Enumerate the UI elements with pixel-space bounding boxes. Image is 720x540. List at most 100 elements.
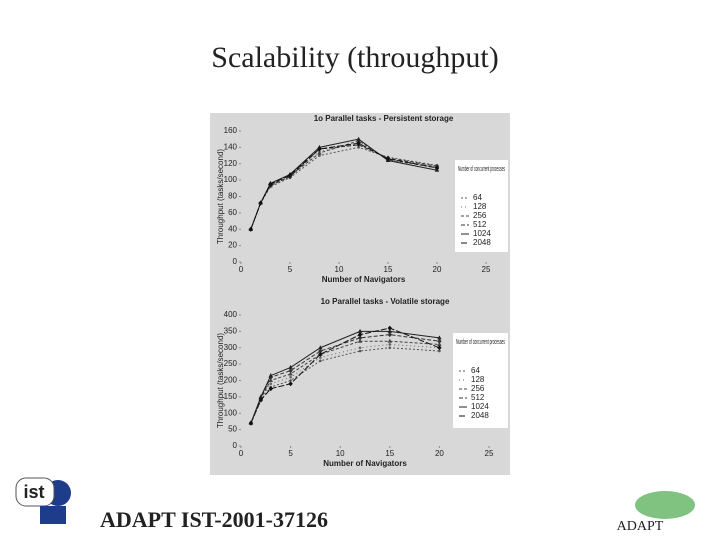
series-line [250,340,440,424]
x-tick-label: 5 [288,449,293,458]
x-tick-label: 20 [433,265,442,274]
y-tick-label: 250 [224,359,238,368]
point [358,346,362,350]
legend-title: Number of concurrent processes [456,337,505,346]
x-tick-label: 10 [335,265,344,274]
legend-label: 1024 [473,229,491,238]
point [268,386,273,392]
point [357,328,363,333]
series-line [250,327,440,424]
y-tick-label: 400 [224,310,238,319]
y-tick-label: 140 [224,142,238,151]
point [258,394,264,399]
x-tick-label: 15 [384,265,393,274]
point [287,172,293,178]
logo-shape [635,491,695,519]
legend-label: 128 [473,202,487,211]
point [318,351,323,357]
y-tick-label: 50 [228,425,237,434]
point [317,146,322,152]
y-tick-label: 40 [228,224,237,233]
y-tick-label: 350 [224,326,238,335]
legend-label: 64 [473,193,482,202]
point [434,165,440,171]
x-tick-label: 15 [385,449,394,458]
x-axis-label: Number of Navigators [322,275,406,284]
point [357,335,363,341]
legend-label: 64 [471,366,480,375]
y-tick-label: 20 [228,241,237,250]
x-tick-label: 25 [485,449,494,458]
logo-right-text: ADAPT [617,519,664,534]
x-axis-label: Number of Navigators [323,459,407,468]
legend-box [453,333,508,428]
x-tick-label: 25 [482,265,491,274]
footer: ADAPT IST-2001-37126 [100,507,328,532]
legend-box [455,160,508,252]
point [437,341,442,346]
point [258,200,263,206]
point [358,349,362,353]
y-axis-label: Throughput (tasks/second) [216,333,225,428]
legend-title: Number of concurrent processes [458,164,505,173]
point [387,332,392,338]
chart-title: 1o Parallel tasks - Persistent storage [314,114,454,123]
x-tick-label: 0 [239,265,244,274]
series-line [250,138,438,230]
point [387,328,392,333]
point [356,136,361,141]
point [319,356,322,359]
point [357,332,363,338]
point [318,345,323,350]
legend-label: 512 [471,393,485,402]
point [288,381,293,387]
x-tick-label: 20 [435,449,444,458]
point [385,156,391,162]
series-line [250,334,440,424]
x-tick-label: 0 [239,449,244,458]
point [437,335,442,340]
logo-caption [40,506,66,524]
point [248,420,254,426]
point [268,181,273,187]
point [288,368,293,374]
point [437,345,442,351]
point [357,338,363,343]
y-tick-label: 120 [224,159,238,168]
point [289,379,292,382]
point [288,371,293,376]
point [318,348,323,354]
point [387,338,392,343]
point [269,382,273,386]
legend-label: 512 [473,220,487,229]
point [388,346,392,350]
series-line [250,142,438,230]
point [248,226,253,232]
legend-label: 256 [473,211,487,220]
slide-title: Scalability (throughput) [211,41,498,74]
y-tick-label: 150 [224,392,238,401]
point [317,150,322,155]
legend-label: 128 [471,375,485,384]
series-line [250,330,440,424]
y-tick-label: 160 [224,126,238,135]
x-tick-label: 10 [336,449,345,458]
point [289,375,292,379]
point [437,338,442,344]
logo-text: ist [23,482,44,502]
y-tick-label: 300 [224,343,238,352]
point [268,373,273,378]
point [318,154,321,157]
point [387,325,392,331]
x-tick-label: 5 [288,265,293,274]
y-tick-label: 0 [233,257,238,266]
legend-label: 1024 [471,402,489,411]
chart-title: 1o Parallel tasks - Volatile storage [321,297,450,306]
point [258,397,264,403]
series-line [250,347,440,424]
y-axis-label: Throughput (tasks/second) [216,149,225,244]
y-tick-label: 200 [224,376,238,385]
logo-frame [15,477,55,507]
point [438,349,441,353]
point [268,378,273,382]
